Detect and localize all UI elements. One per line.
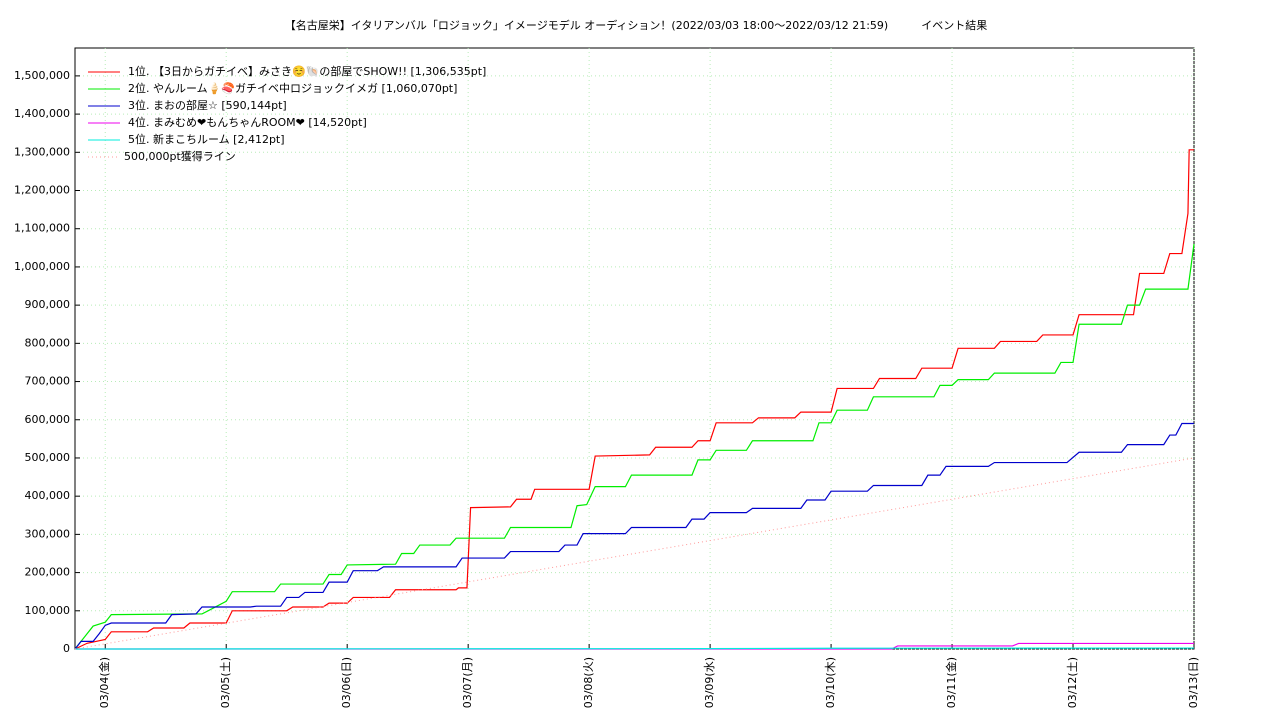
x-tick-label: 03/09(水) <box>703 657 716 708</box>
y-tick-label: 1,200,000 <box>14 184 70 197</box>
y-tick-label: 900,000 <box>25 298 71 311</box>
series-line <box>74 647 1195 650</box>
legend-label: 2位. やんルーム🍦🍣ガチイベ中ロジョックイメガ [1,060,070pt] <box>128 81 457 95</box>
x-tick-label: 03/12(土) <box>1066 657 1079 708</box>
y-tick-label: 1,400,000 <box>14 107 70 120</box>
y-tick-label: 800,000 <box>25 336 71 349</box>
y-tick-label: 1,000,000 <box>14 260 70 273</box>
series-line <box>74 422 1194 650</box>
x-tick-label: 03/11(金) <box>944 657 958 708</box>
legend-label: 4位. まみむめ❤もんちゃんROOM❤ [14,520pt] <box>128 115 367 129</box>
series-line <box>74 457 1195 650</box>
y-tick-label: 1,500,000 <box>14 69 70 82</box>
legend-label: 5位. 新まこちルーム [2,412pt] <box>128 132 285 146</box>
y-tick-label: 700,000 <box>25 375 71 388</box>
y-tick-label: 100,000 <box>25 604 71 617</box>
y-tick-label: 200,000 <box>25 566 71 579</box>
x-tick-label: 03/10(木) <box>824 657 837 708</box>
legend-label: 1位. 【3日からガチイベ】みさき☺️🐚の部屋でSHOW!! [1,306,53… <box>128 64 486 78</box>
y-tick-label: 600,000 <box>25 413 71 426</box>
y-tick-label: 400,000 <box>25 489 71 502</box>
legend-label: 500,000pt獲得ライン <box>124 150 236 163</box>
x-tick-label: 03/06(日) <box>340 657 353 708</box>
x-tick-label: 03/05(土) <box>219 657 232 708</box>
y-tick-label: 1,300,000 <box>14 145 70 158</box>
series-line <box>74 243 1195 650</box>
y-tick-label: 1,100,000 <box>14 222 70 235</box>
legend-label: 3位. まおの部屋☆ [590,144pt] <box>128 98 287 112</box>
y-tick-label: 500,000 <box>25 451 71 464</box>
series-line <box>74 149 1194 650</box>
y-tick-label: 0 <box>63 642 70 655</box>
x-tick-label: 03/07(月) <box>461 657 474 708</box>
chart-title: 【名古屋栄】イタリアンバル「ロジョック」イメージモデル オーディション！(202… <box>285 18 987 32</box>
x-tick-label: 03/04(金) <box>97 657 111 708</box>
x-tick-label: 03/08(火) <box>582 657 595 708</box>
y-tick-label: 300,000 <box>25 527 71 540</box>
x-tick-label: 03/13(日) <box>1187 657 1200 708</box>
